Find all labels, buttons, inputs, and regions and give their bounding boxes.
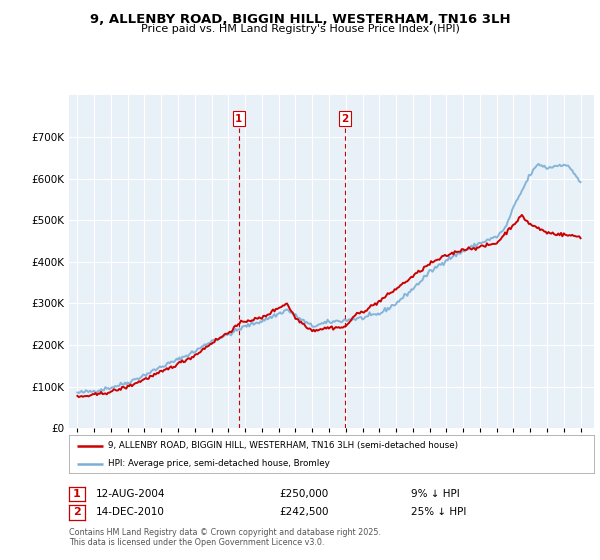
Text: 9, ALLENBY ROAD, BIGGIN HILL, WESTERHAM, TN16 3LH: 9, ALLENBY ROAD, BIGGIN HILL, WESTERHAM,… (89, 13, 511, 26)
Text: 12-AUG-2004: 12-AUG-2004 (96, 489, 166, 499)
Text: 2: 2 (341, 114, 349, 124)
Text: HPI: Average price, semi-detached house, Bromley: HPI: Average price, semi-detached house,… (109, 459, 330, 468)
Text: Price paid vs. HM Land Registry's House Price Index (HPI): Price paid vs. HM Land Registry's House … (140, 24, 460, 34)
Text: 9% ↓ HPI: 9% ↓ HPI (411, 489, 460, 499)
Text: 2: 2 (73, 507, 80, 517)
Text: 1: 1 (73, 489, 80, 499)
Text: £242,500: £242,500 (279, 507, 329, 517)
Text: 1: 1 (235, 114, 242, 124)
Text: 9, ALLENBY ROAD, BIGGIN HILL, WESTERHAM, TN16 3LH (semi-detached house): 9, ALLENBY ROAD, BIGGIN HILL, WESTERHAM,… (109, 441, 458, 450)
Text: 25% ↓ HPI: 25% ↓ HPI (411, 507, 466, 517)
Text: 14-DEC-2010: 14-DEC-2010 (96, 507, 165, 517)
Text: Contains HM Land Registry data © Crown copyright and database right 2025.
This d: Contains HM Land Registry data © Crown c… (69, 528, 381, 547)
Text: £250,000: £250,000 (279, 489, 328, 499)
